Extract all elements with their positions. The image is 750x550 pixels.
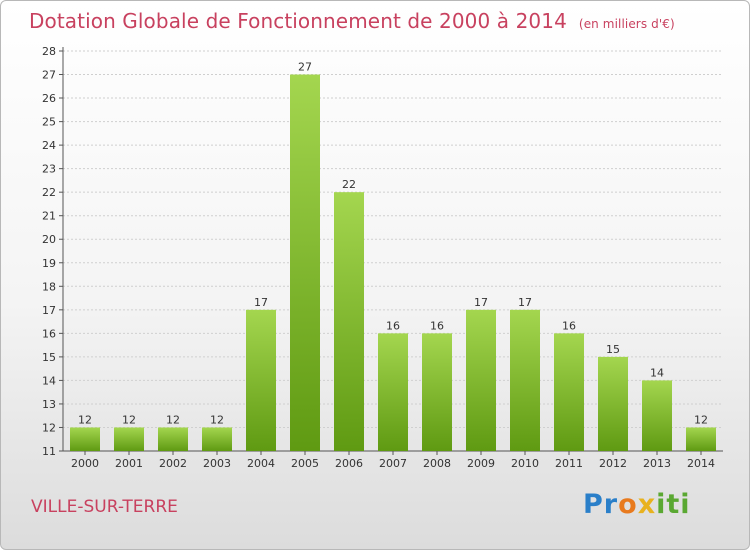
- y-tick-label: 18: [42, 280, 56, 293]
- bar-2014: [686, 427, 716, 451]
- chart-title-text: Dotation Globale de Fonctionnement de 20…: [29, 9, 567, 33]
- x-tick-label: 2006: [335, 457, 363, 470]
- y-tick-label: 14: [42, 374, 56, 387]
- chart-subtitle: (en milliers d'€): [578, 17, 675, 31]
- x-tick-label: 2011: [555, 457, 583, 470]
- y-tick-label: 15: [42, 351, 56, 364]
- x-tick-label: 2002: [159, 457, 187, 470]
- bar-2003: [202, 427, 232, 451]
- y-tick-label: 17: [42, 304, 56, 317]
- data-label: 12: [210, 413, 224, 426]
- x-tick-label: 2007: [379, 457, 407, 470]
- x-tick-label: 2010: [511, 457, 539, 470]
- x-tick-label: 2014: [687, 457, 715, 470]
- y-tick-label: 19: [42, 257, 56, 270]
- bar-2006: [334, 192, 364, 452]
- y-tick-label: 27: [42, 69, 56, 82]
- bar-2002: [158, 427, 188, 451]
- proxiti-logo: Proxiti: [583, 489, 691, 520]
- y-tick-label: 22: [42, 186, 56, 199]
- data-label: 12: [122, 413, 136, 426]
- x-tick-label: 2001: [115, 457, 143, 470]
- brand-letter: i: [680, 489, 691, 520]
- y-tick-label: 28: [42, 45, 56, 58]
- x-tick-label: 2013: [643, 457, 671, 470]
- x-tick-label: 2004: [247, 457, 275, 470]
- bar-2001: [114, 427, 144, 451]
- x-tick-label: 2005: [291, 457, 319, 470]
- y-tick-label: 12: [42, 421, 56, 434]
- bar-2012: [598, 356, 628, 451]
- y-tick-label: 13: [42, 398, 56, 411]
- y-tick-label: 16: [42, 327, 56, 340]
- data-label: 16: [430, 319, 444, 332]
- data-label: 22: [342, 178, 356, 191]
- bar-2011: [554, 333, 584, 451]
- brand-letter: t: [666, 489, 681, 520]
- brand-letter: r: [603, 489, 619, 520]
- data-label: 27: [298, 61, 312, 74]
- bar-2000: [70, 427, 100, 451]
- bar-2005: [290, 74, 320, 451]
- data-label: 17: [254, 296, 268, 309]
- chart-title: Dotation Globale de Fonctionnement de 20…: [29, 9, 675, 33]
- y-tick-label: 23: [42, 163, 56, 176]
- brand-letter: P: [583, 489, 604, 520]
- y-tick-label: 24: [42, 139, 56, 152]
- data-label: 17: [518, 296, 532, 309]
- commune-name: VILLE-SUR-TERRE: [31, 497, 178, 517]
- bar-2008: [422, 333, 452, 451]
- x-tick-label: 2008: [423, 457, 451, 470]
- x-tick-label: 2000: [71, 457, 99, 470]
- data-label: 16: [562, 319, 576, 332]
- y-tick-label: 26: [42, 92, 56, 105]
- x-tick-label: 2012: [599, 457, 627, 470]
- brand-letter: x: [637, 489, 657, 520]
- bar-2010: [510, 309, 540, 451]
- data-label: 15: [606, 343, 620, 356]
- data-label: 16: [386, 319, 400, 332]
- y-tick-label: 21: [42, 210, 56, 223]
- y-tick-label: 20: [42, 233, 56, 246]
- brand-letter: o: [618, 489, 638, 520]
- brand-letter: i: [656, 489, 667, 520]
- bar-2013: [642, 380, 672, 451]
- data-label: 12: [78, 413, 92, 426]
- bar-2007: [378, 333, 408, 451]
- bar-2009: [466, 309, 496, 451]
- y-tick-label: 11: [42, 445, 56, 458]
- data-label: 14: [650, 366, 664, 379]
- x-tick-label: 2003: [203, 457, 231, 470]
- bar-2004: [246, 309, 276, 451]
- data-label: 12: [694, 413, 708, 426]
- y-tick-label: 25: [42, 116, 56, 129]
- x-tick-label: 2009: [467, 457, 495, 470]
- data-label: 12: [166, 413, 180, 426]
- data-label: 17: [474, 296, 488, 309]
